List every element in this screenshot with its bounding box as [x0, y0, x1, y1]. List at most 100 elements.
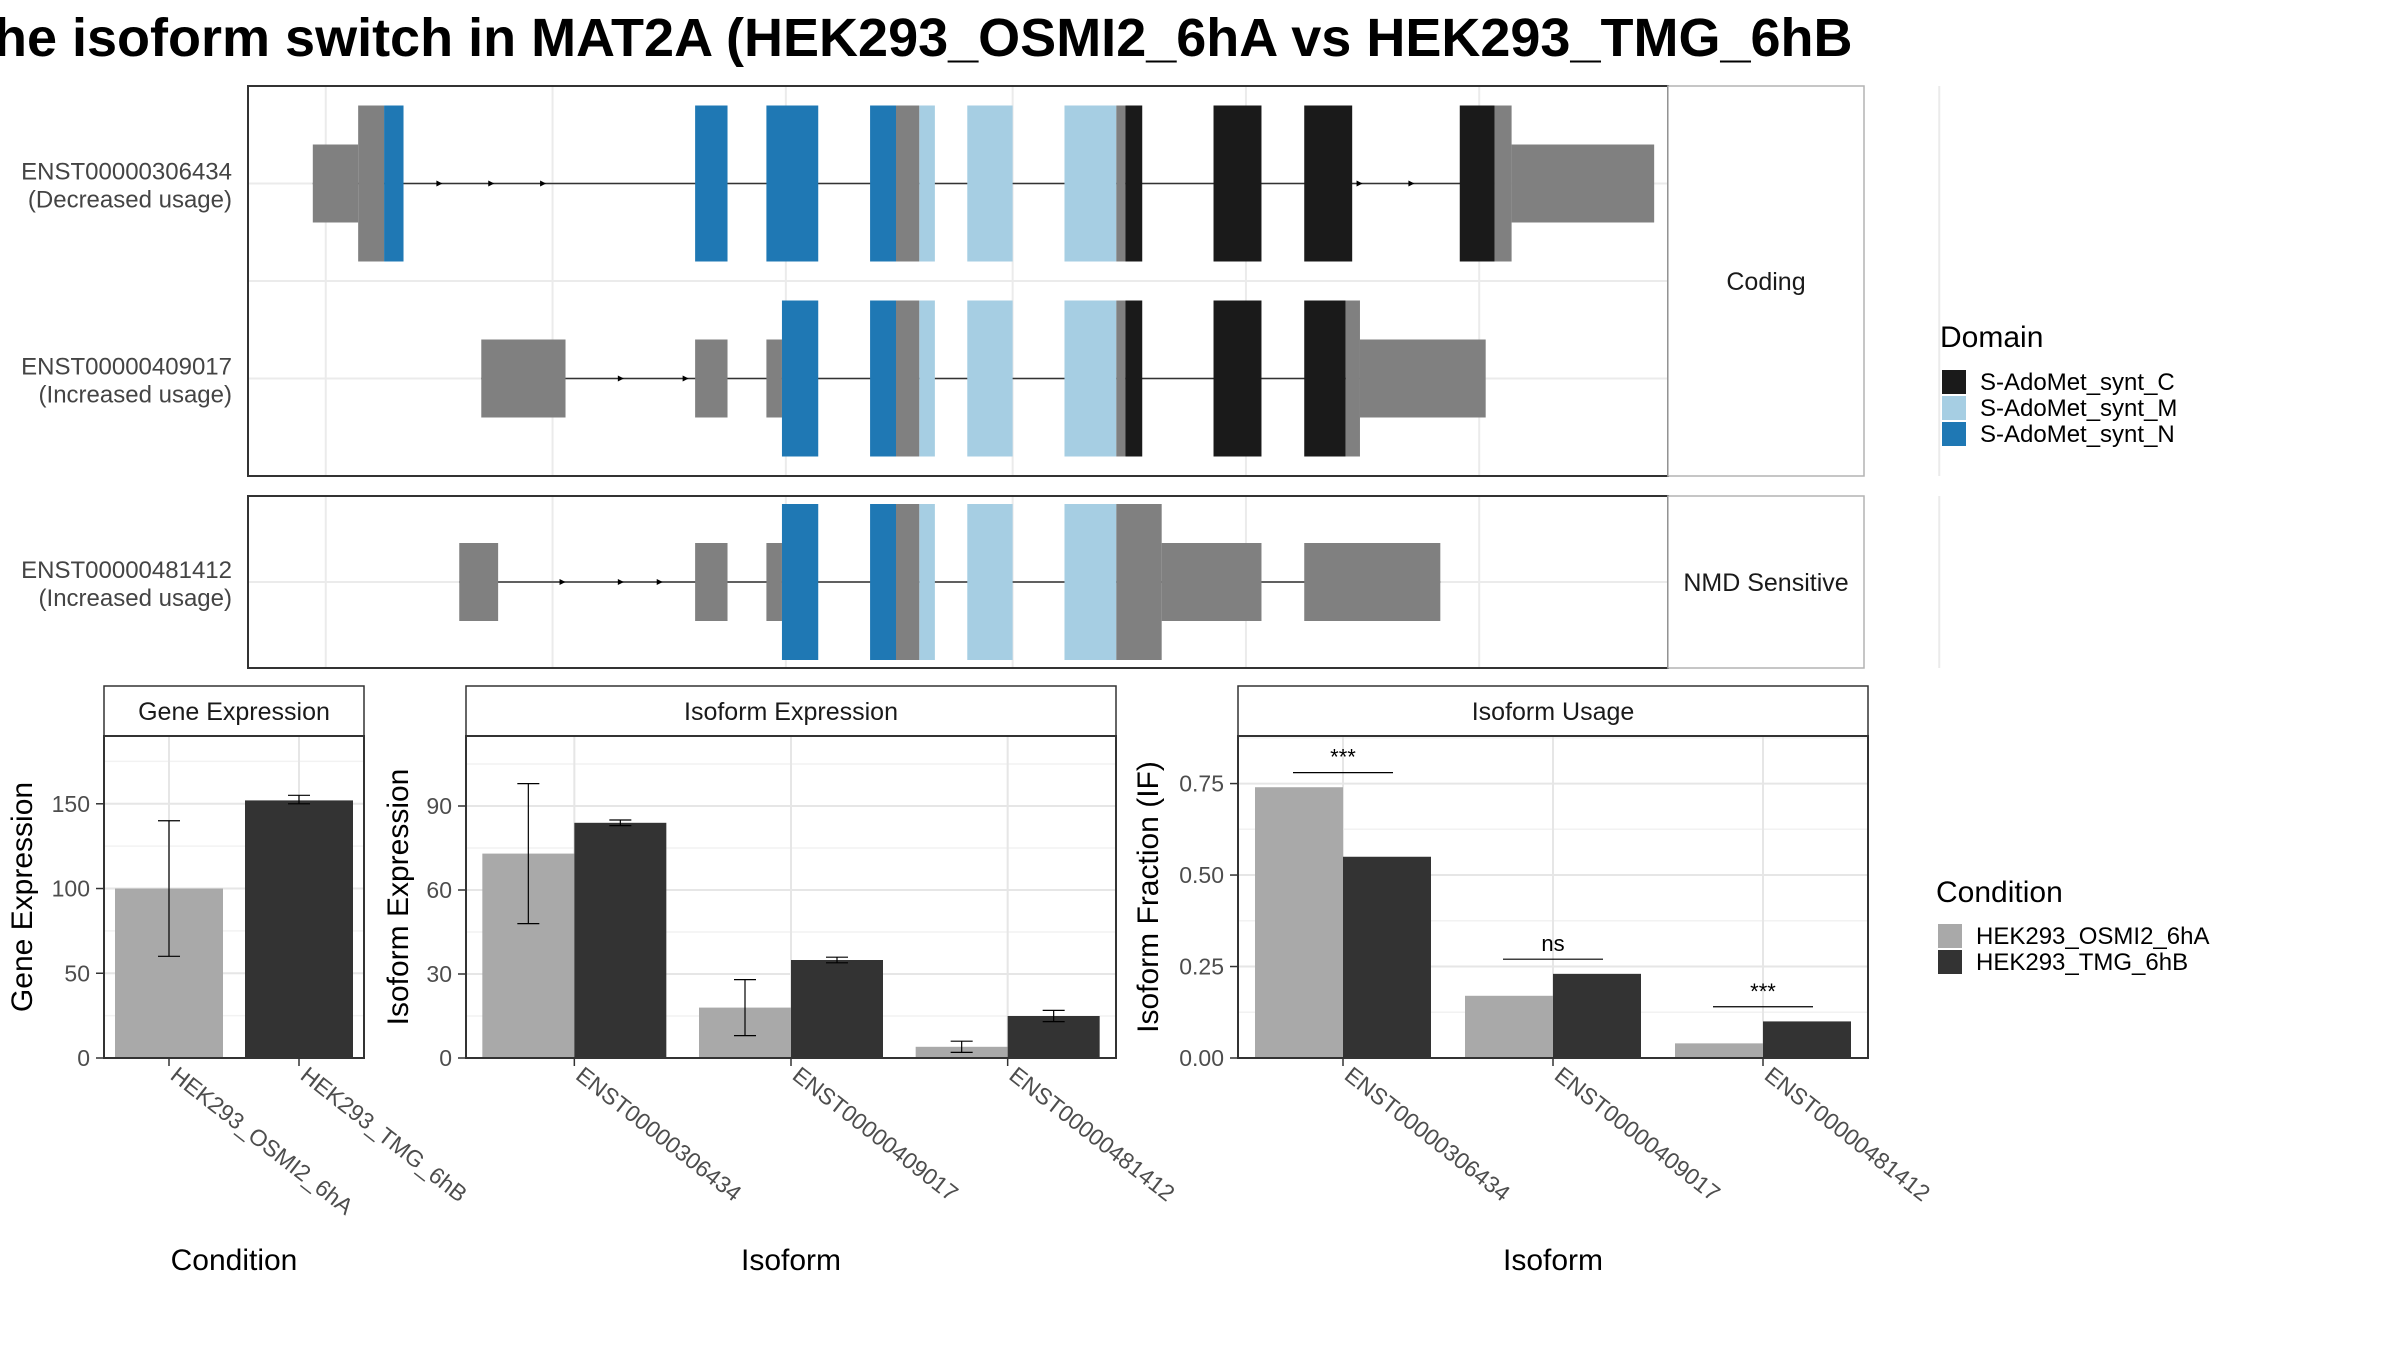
exon-block	[1161, 543, 1262, 621]
significance-label: ***	[1750, 979, 1776, 1004]
exon-block	[1494, 105, 1512, 262]
exon-block	[384, 105, 404, 262]
chart-title: Isoform Usage	[1472, 698, 1635, 726]
facet-strip-label: NMD Sensitive	[1683, 569, 1848, 597]
domain-legend-label: S-AdoMet_synt_N	[1980, 421, 2175, 448]
y-tick-label: 150	[52, 791, 90, 817]
condition-legend-title: Condition	[1936, 876, 2063, 909]
exon-block	[781, 504, 819, 660]
x-axis-title: Isoform	[741, 1244, 841, 1277]
exon-block	[766, 543, 782, 621]
strand-arrow	[617, 375, 624, 382]
significance-label: ***	[1330, 745, 1356, 770]
x-tick-label: ENST00000306434	[571, 1061, 746, 1206]
strand-arrow	[617, 579, 624, 585]
exon-block	[870, 504, 896, 660]
bar	[1007, 1016, 1100, 1058]
significance-label: ns	[1541, 931, 1564, 956]
x-tick-label: ENST00000481412	[1760, 1061, 1935, 1206]
exon-block	[1064, 105, 1117, 262]
y-tick-label: 100	[52, 876, 90, 902]
exon-block	[1359, 339, 1486, 418]
exon-block	[967, 105, 1013, 262]
domain-legend-label: S-AdoMet_synt_C	[1980, 369, 2175, 396]
chart-panel-border	[1237, 735, 1869, 1059]
exon-block	[1304, 105, 1353, 262]
transcript-usage-label: (Decreased usage)	[28, 187, 232, 214]
facet-strip	[1667, 495, 1865, 669]
chart-strip	[1237, 685, 1869, 737]
domain-legend-title: Domain	[1940, 321, 2043, 354]
exon-block	[312, 144, 359, 223]
condition-legend-label: HEK293_TMG_6hB	[1976, 949, 2188, 976]
exon-block	[1116, 300, 1126, 457]
condition-legend-label: HEK293_OSMI2_6hA	[1976, 923, 2209, 950]
chart-strip	[103, 685, 365, 737]
transcript-id-label: ENST00000306434	[21, 159, 232, 186]
exon-block	[896, 300, 920, 457]
chart-title: Isoform Expression	[684, 698, 898, 726]
y-tick-label: 0.50	[1179, 862, 1224, 888]
strand-arrow	[488, 180, 495, 187]
domain-legend-swatch	[1942, 422, 1966, 446]
domain-legend-label: S-AdoMet_synt_M	[1980, 395, 2177, 422]
domain-legend-swatch	[1942, 370, 1966, 394]
exon-block	[1304, 543, 1441, 621]
chart-strip	[465, 685, 1117, 737]
y-tick-label: 0	[77, 1045, 90, 1071]
isoform-usage-chart: Isoform Usage 0.00 0.25 0.50 0.75 ENST0000030…	[1132, 685, 1935, 1277]
exon-block	[896, 105, 920, 262]
exon-block	[967, 300, 1013, 457]
x-tick-label: ENST00000481412	[1005, 1061, 1180, 1206]
exon-block	[481, 339, 566, 418]
domain-legend: Domain S-AdoMet_synt_CS-AdoMet_synt_MS-A…	[1940, 321, 2177, 448]
exon-block	[919, 504, 935, 660]
transcript-usage-label: (Increased usage)	[39, 382, 232, 409]
x-tick-label: ENST00000409017	[788, 1061, 963, 1206]
transcript-id-label: ENST00000481412	[21, 557, 232, 584]
y-axis-title: Isoform Expression	[382, 769, 415, 1026]
exon-block	[1213, 105, 1262, 262]
exon-block	[967, 504, 1013, 660]
exon-block	[896, 504, 920, 660]
exon-block	[695, 339, 728, 418]
strand-arrow	[656, 579, 663, 585]
strand-arrow	[436, 180, 443, 187]
transcript-structure-plot: ENST00000306434(Decreased usage) ENST0000…	[21, 85, 1941, 669]
exon-block	[459, 543, 499, 621]
y-tick-label: 0.25	[1179, 954, 1224, 980]
bar	[1465, 995, 1553, 1058]
y-tick-label: 50	[64, 960, 90, 986]
chart-title: Gene Expression	[138, 698, 330, 726]
exon-block	[781, 300, 819, 457]
bar	[791, 960, 883, 1058]
facet-strip-label: Coding	[1726, 268, 1805, 296]
figure-title: he isoform switch in MAT2A (HEK293_OSMI2…	[0, 8, 1853, 68]
bar	[1255, 787, 1343, 1058]
exon-block	[1064, 504, 1117, 660]
y-tick-label: 0	[439, 1045, 452, 1071]
strand-arrow	[540, 180, 547, 187]
strand-arrow	[1356, 180, 1363, 187]
exon-block	[766, 339, 782, 418]
exon-block	[1125, 300, 1143, 457]
exon-block	[1511, 144, 1655, 223]
facet-strip	[1667, 85, 1865, 477]
bar	[1553, 973, 1641, 1058]
bar	[1675, 1043, 1763, 1058]
chart-panel-border	[103, 735, 365, 1059]
bar	[245, 800, 353, 1058]
exon-block	[870, 300, 896, 457]
exon-block	[358, 105, 385, 262]
x-axis-title: Condition	[171, 1244, 298, 1277]
y-tick-label: 0.00	[1179, 1045, 1224, 1071]
y-tick-label: 30	[426, 961, 452, 987]
chart-panel-border	[465, 735, 1117, 1059]
strand-arrow	[682, 375, 689, 382]
exon-block	[1304, 300, 1346, 457]
y-tick-label: 0.75	[1179, 771, 1224, 797]
y-axis-title: Gene Expression	[6, 782, 39, 1012]
condition-legend-swatch	[1938, 950, 1962, 974]
bar	[1763, 1021, 1851, 1058]
